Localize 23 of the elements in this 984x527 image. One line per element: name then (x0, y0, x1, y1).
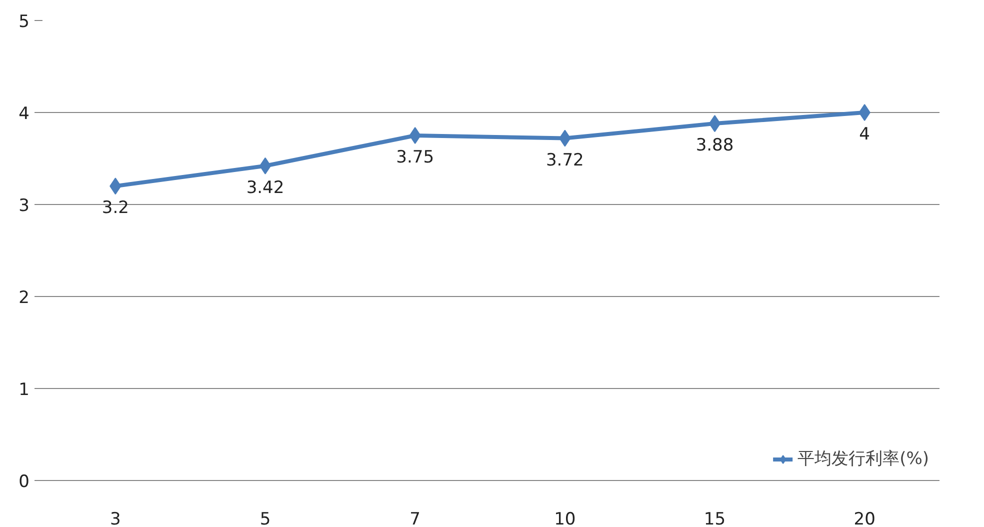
x-tick-label: 7 (410, 510, 421, 527)
x-tick-label: 3 (110, 510, 121, 527)
x-tick-label: 20 (854, 510, 876, 527)
x-tick-label: 15 (704, 510, 726, 527)
data-label: 3.2 (102, 198, 129, 218)
x-tick-label: 10 (554, 510, 576, 527)
data-label: 4 (859, 124, 870, 144)
point (858, 104, 870, 121)
point (708, 115, 721, 132)
legend-label: 平均发行利率(%) (798, 448, 929, 470)
data-label: 3.88 (696, 136, 734, 156)
data-label: 3.42 (246, 178, 284, 198)
y-tick-label: 3 (18, 196, 30, 216)
point (259, 157, 272, 174)
y-tick-label: 4 (18, 104, 30, 124)
y-tick-label: 1 (18, 380, 30, 400)
y-tick-label: 2 (18, 288, 30, 308)
x-tick-label: 5 (260, 510, 271, 527)
y-tick-label: 0 (18, 472, 30, 492)
data-label: 3.75 (396, 148, 434, 168)
data-label: 3.72 (546, 150, 584, 170)
point (409, 127, 421, 144)
y-tick-label: 5 (18, 12, 30, 32)
